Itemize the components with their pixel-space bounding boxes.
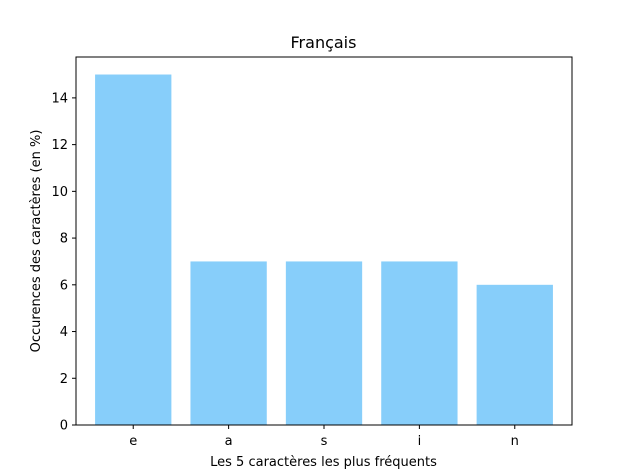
y-axis-label: Occurences des caractères (en %) (29, 130, 44, 353)
y-tick-label: 4 (60, 325, 68, 340)
bar-a (190, 261, 267, 425)
bar-s (285, 261, 363, 425)
chart-title: Français (291, 33, 357, 52)
x-axis-label: Les 5 caractères les plus fréquents (210, 455, 437, 470)
x-tick-label: i (418, 434, 422, 449)
x-tick-label: e (129, 434, 137, 449)
y-tick-label: 12 (51, 138, 68, 153)
y-tick-label: 8 (60, 232, 68, 247)
x-tick-label: s (321, 434, 328, 449)
x-tick-label: n (511, 434, 519, 449)
plot-frame (75, 56, 573, 426)
y-tick-label: 10 (51, 185, 68, 200)
y-axis-ticks: 0 2 4 6 8 10 12 14 (51, 91, 76, 434)
bar-e (95, 74, 172, 426)
x-tick-label: a (225, 434, 233, 449)
bar-n (476, 284, 553, 425)
bars-group (95, 74, 553, 426)
bar-i (381, 261, 458, 425)
y-tick-label: 6 (60, 278, 68, 293)
y-tick-label: 2 (60, 372, 68, 387)
y-tick-label: 14 (51, 91, 68, 106)
y-tick-label: 0 (60, 419, 68, 434)
